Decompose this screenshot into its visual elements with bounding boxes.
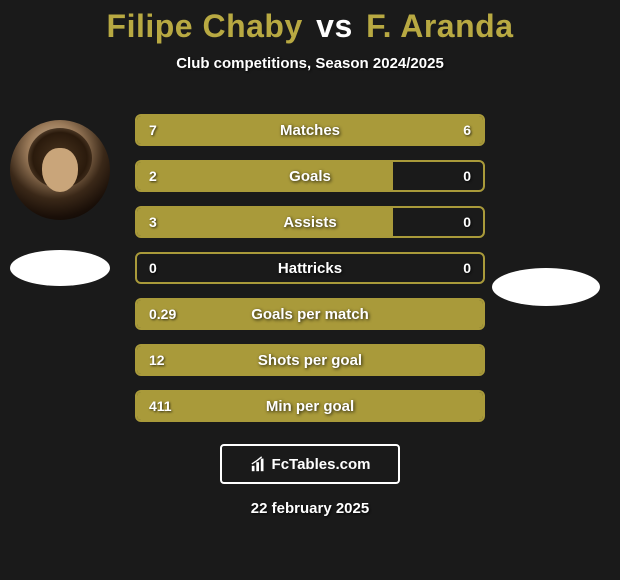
stat-label: Goals xyxy=(137,168,483,185)
date-text: 22 february 2025 xyxy=(251,500,369,517)
stat-value-right: 0 xyxy=(463,260,471,276)
player2-column xyxy=(492,120,600,306)
stat-label: Goals per match xyxy=(137,306,483,323)
vs-text: vs xyxy=(316,8,353,44)
player2-name: F. Aranda xyxy=(366,8,513,44)
stat-label: Min per goal xyxy=(137,398,483,415)
stat-row: 2Goals0 xyxy=(135,160,485,192)
stat-value-right: 6 xyxy=(463,122,471,138)
stat-label: Shots per goal xyxy=(137,352,483,369)
stats-list: 7Matches62Goals03Assists00Hattricks00.29… xyxy=(135,114,485,422)
branding-box: FcTables.com xyxy=(220,444,400,484)
page-title: Filipe Chaby vs F. Aranda xyxy=(107,8,514,45)
stat-row: 7Matches6 xyxy=(135,114,485,146)
stat-label: Matches xyxy=(137,122,483,139)
player1-name: Filipe Chaby xyxy=(107,8,303,44)
comparison-card: Filipe Chaby vs F. Aranda Club competiti… xyxy=(0,0,620,580)
player1-avatar xyxy=(10,120,110,220)
player1-club-badge xyxy=(10,250,110,286)
stat-label: Assists xyxy=(137,214,483,231)
stat-row: 411Min per goal xyxy=(135,390,485,422)
stat-row: 12Shots per goal xyxy=(135,344,485,376)
player2-avatar-placeholder xyxy=(496,120,596,220)
player2-club-badge xyxy=(492,268,600,306)
subtitle: Club competitions, Season 2024/2025 xyxy=(176,55,444,72)
stat-row: 3Assists0 xyxy=(135,206,485,238)
player1-column xyxy=(10,120,110,286)
stat-label: Hattricks xyxy=(137,260,483,277)
branding-text: FcTables.com xyxy=(272,456,371,473)
stat-row: 0.29Goals per match xyxy=(135,298,485,330)
stat-value-right: 0 xyxy=(463,214,471,230)
stat-row: 0Hattricks0 xyxy=(135,252,485,284)
stat-value-right: 0 xyxy=(463,168,471,184)
chart-icon xyxy=(250,455,268,473)
